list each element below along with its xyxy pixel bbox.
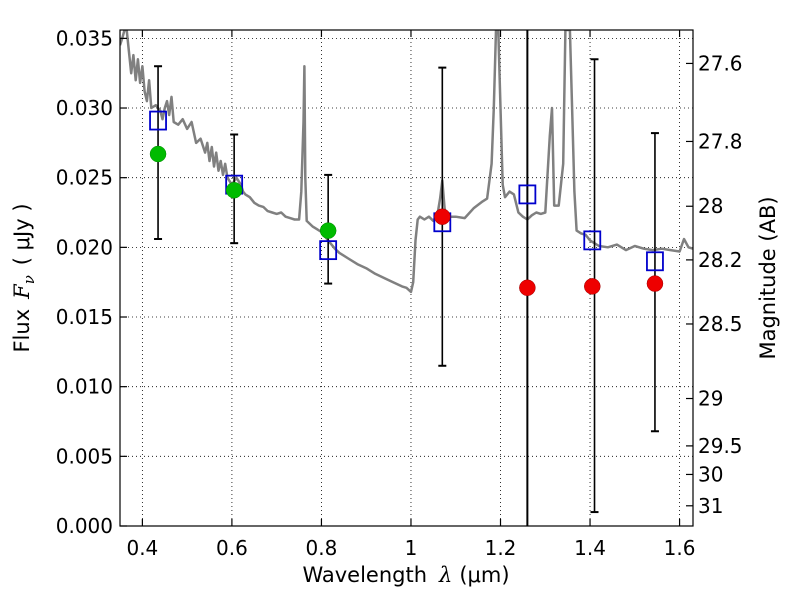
spectrum-line xyxy=(120,30,693,294)
y2-axis-label: Magnitude (AB) xyxy=(756,196,780,359)
x-tick-label-0: 0.4 xyxy=(126,536,158,560)
x-tick-label-6: 1.6 xyxy=(664,536,696,560)
y-axis-label-unit: ( μJy ) xyxy=(10,203,34,265)
model-square-2 xyxy=(319,240,338,261)
x-tick-label-4: 1.2 xyxy=(485,536,517,560)
red-point-3 xyxy=(646,275,664,292)
y-tick-label-3: 0.015 xyxy=(56,305,113,329)
red-point-0 xyxy=(434,208,451,225)
x-axis-label: Wavelength λ (μm) xyxy=(302,563,509,587)
x-axis-label-symbol: λ xyxy=(438,563,452,587)
y-tick-label-6: 0.030 xyxy=(56,96,113,120)
model-square-6 xyxy=(646,251,664,272)
y2-axis-ticks: 27.6 27.8 28 28.2 28.5 29 29.5 30 31 xyxy=(686,51,743,518)
y-axis-label-symbol: F xyxy=(10,283,34,300)
grid-lines xyxy=(120,30,693,527)
x-tick-label-2: 0.8 xyxy=(306,536,338,560)
model-squares xyxy=(149,110,664,272)
y-axis-label: Flux Fν ( μJy ) xyxy=(10,203,38,352)
y2-tick-label-2: 28 xyxy=(698,194,723,218)
red-point-1 xyxy=(519,279,536,297)
y-tick-label-1: 0.005 xyxy=(56,444,113,468)
y-tick-label-0: 0.000 xyxy=(56,514,113,538)
model-square-4 xyxy=(518,184,537,205)
model-square-0 xyxy=(149,110,167,131)
y-tick-label-7: 0.035 xyxy=(56,26,113,50)
x-axis-label-unit: (μm) xyxy=(459,563,509,587)
x-tick-label-5: 1.4 xyxy=(574,536,606,560)
green-points xyxy=(149,145,337,239)
y-axis-label-subscript: ν xyxy=(20,275,38,284)
model-spectrum xyxy=(120,30,693,294)
y2-tick-label-0: 27.6 xyxy=(698,51,743,75)
y2-tick-label-7: 30 xyxy=(698,462,723,486)
y2-tick-label-4: 28.5 xyxy=(698,312,743,336)
red-point-2 xyxy=(584,278,601,295)
green-point-2 xyxy=(319,222,337,239)
y-tick-label-2: 0.010 xyxy=(56,375,113,399)
x-axis-label-prefix: Wavelength xyxy=(302,563,427,587)
y2-tick-label-5: 29 xyxy=(698,387,723,411)
plot-background xyxy=(120,30,693,526)
y2-tick-label-1: 27.8 xyxy=(698,129,743,153)
y-axis-ticks: 0.000 0.005 0.010 0.015 0.020 0.025 0.030 0.035 xyxy=(56,26,127,538)
green-point-1 xyxy=(225,181,243,199)
x-tick-label-3: 1 xyxy=(405,536,418,560)
red-points xyxy=(434,208,664,297)
x-axis-ticks: 0.4 0.6 0.8 1 1.2 1.4 1.6 xyxy=(126,30,695,560)
x-tick-label-1: 0.6 xyxy=(216,536,248,560)
y2-tick-label-8: 31 xyxy=(698,494,723,518)
y-tick-label-4: 0.020 xyxy=(56,235,113,259)
green-point-0 xyxy=(149,145,167,163)
plot-frame xyxy=(119,29,694,527)
y2-tick-label-6: 29.5 xyxy=(698,434,743,458)
model-square-5 xyxy=(583,230,602,251)
y-tick-label-5: 0.025 xyxy=(56,166,113,190)
y-axis-label-prefix: Flux xyxy=(10,309,34,353)
y2-tick-label-3: 28.2 xyxy=(698,248,743,272)
